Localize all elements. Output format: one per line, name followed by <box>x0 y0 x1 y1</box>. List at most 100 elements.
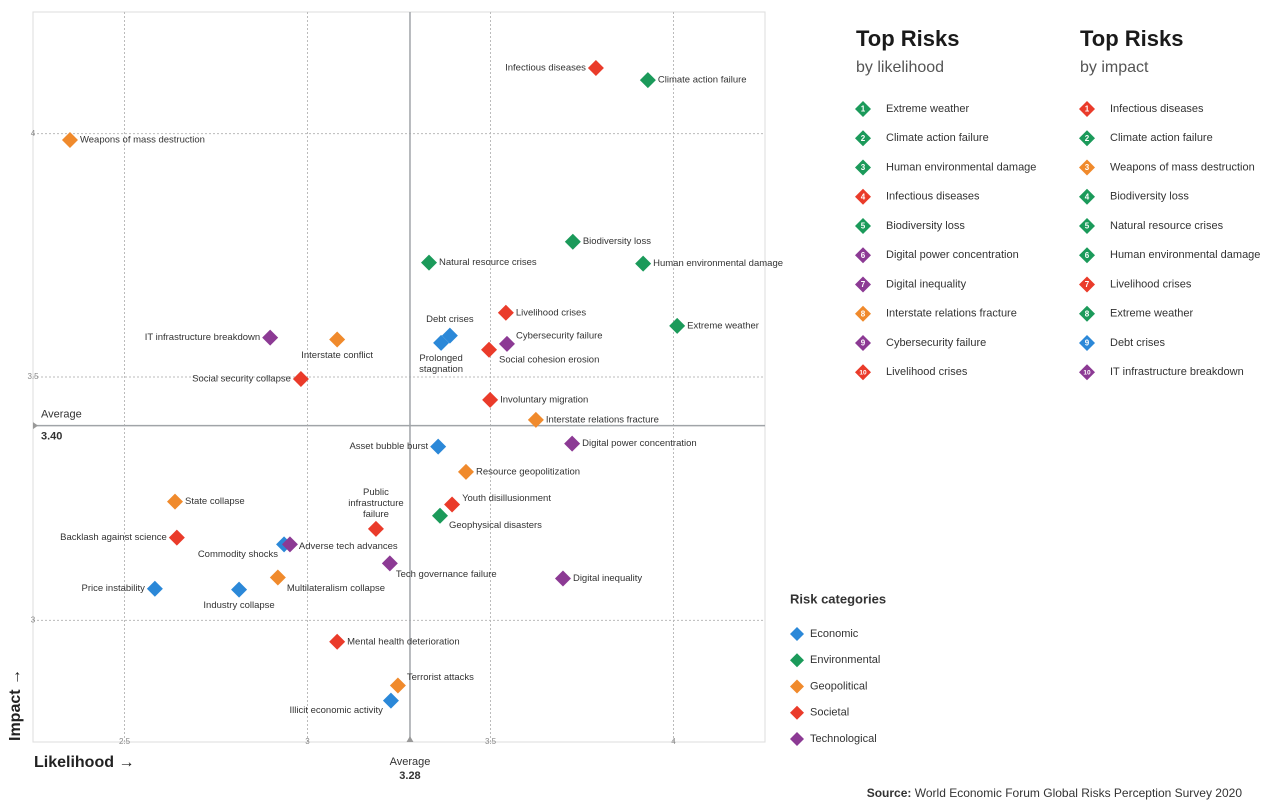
rank-number: 6 <box>861 251 866 260</box>
risk-name: Infectious diseases <box>1110 103 1204 115</box>
rank-marker <box>1079 335 1095 351</box>
legend-label: Societal <box>810 707 849 719</box>
risk-name: Natural resource crises <box>1110 220 1224 232</box>
point-label: Debt crises <box>426 314 474 325</box>
data-point <box>367 520 384 537</box>
legend-marker <box>790 679 804 694</box>
legend-marker <box>790 732 804 746</box>
point-label: Prolonged stagnation <box>419 352 463 375</box>
point-label: Illicit economic activity <box>289 705 383 716</box>
rank-marker <box>855 159 871 176</box>
point-label: Commodity shocks <box>198 549 278 560</box>
y-tick-label: 4 <box>31 129 36 138</box>
rank-number: 3 <box>861 163 866 172</box>
point-label: Public infrastructure failure <box>348 486 404 520</box>
risk-name: Extreme weather <box>886 103 969 115</box>
risk-name: Climate action failure <box>1110 132 1213 144</box>
risk-name: Cybersecurity failure <box>886 337 986 349</box>
data-point <box>639 72 656 89</box>
point-label: Youth disillusionment <box>462 493 551 504</box>
rank-number: 2 <box>861 134 866 143</box>
rank-number: 5 <box>861 222 866 231</box>
data-point <box>564 233 581 250</box>
point-label: Weapons of mass destruction <box>80 135 205 146</box>
data-point <box>231 581 248 598</box>
data-point <box>61 131 78 148</box>
x-axis-label: Likelihood → <box>34 754 134 771</box>
rank-marker <box>855 305 871 322</box>
data-point <box>262 329 279 346</box>
point-label: Terrorist attacks <box>407 672 474 683</box>
rank-number: 4 <box>1085 192 1090 201</box>
point-label: Natural resource crises <box>439 257 537 268</box>
risk-name: Infectious diseases <box>886 191 980 203</box>
rank-marker <box>855 188 871 205</box>
point-label: Multilateralism collapse <box>287 583 385 594</box>
source-text: World Economic Forum Global Risks Percep… <box>914 786 1242 800</box>
data-point <box>329 331 346 348</box>
risk-name: Human environmental damage <box>886 161 1036 173</box>
legend-label: Economic <box>810 628 859 640</box>
average-label: Average <box>390 756 431 768</box>
point-label: Geophysical disasters <box>449 520 542 531</box>
rank-number: 7 <box>861 280 866 289</box>
point-label: Social cohesion erosion <box>499 354 599 365</box>
y-tick-label: 3.5 <box>27 372 39 381</box>
average-marker <box>406 736 414 742</box>
rank-number: 7 <box>1085 280 1090 289</box>
rank-marker <box>855 101 871 117</box>
rank-number: 1 <box>1085 105 1090 114</box>
point-label: Human environmental damage <box>653 258 783 269</box>
data-point <box>431 507 448 524</box>
rank-marker <box>855 276 871 293</box>
data-point <box>389 677 406 694</box>
data-point <box>669 317 686 334</box>
source-label: Source: <box>866 786 912 800</box>
average-marker <box>33 422 38 430</box>
data-point <box>482 391 499 408</box>
risk-name: Climate action failure <box>886 132 989 144</box>
average-label: Average <box>41 409 82 421</box>
data-point <box>444 496 461 513</box>
point-label: Infectious diseases <box>505 62 586 73</box>
risk-name: Human environmental damage <box>1110 249 1260 261</box>
data-point <box>498 335 515 352</box>
data-point <box>430 438 447 455</box>
data-point <box>329 633 346 650</box>
data-point <box>433 334 450 351</box>
risk-name: Interstate relations fracture <box>886 308 1017 320</box>
point-label: Social security collapse <box>192 373 291 384</box>
risk-name: Digital power concentration <box>886 249 1019 261</box>
y-axis-label: Impact → <box>7 669 24 741</box>
legend-label: Geopolitical <box>810 680 867 692</box>
rank-marker <box>855 364 871 381</box>
average-value: 3.28 <box>399 770 420 782</box>
risk-name: Digital inequality <box>886 278 967 290</box>
x-tick-label: 4 <box>671 737 676 746</box>
data-point <box>146 580 163 597</box>
risk-name: Debt crises <box>1110 337 1166 349</box>
point-label: Adverse tech advances <box>299 541 398 552</box>
data-point <box>269 569 286 586</box>
rank-marker <box>1079 276 1095 293</box>
point-label: Digital power concentration <box>582 438 697 449</box>
point-label: Resource geopolitization <box>476 466 580 477</box>
risk-name: Weapons of mass destruction <box>1110 161 1255 173</box>
point-label: Interstate relations fracture <box>546 414 659 425</box>
data-point <box>481 341 498 358</box>
point-label: Asset bubble burst <box>349 441 428 452</box>
rank-number: 8 <box>1085 309 1090 318</box>
average-value: 3.40 <box>41 431 62 443</box>
point-label: Cybersecurity failure <box>516 330 603 341</box>
x-tick-label: 2.5 <box>119 737 131 746</box>
rank-marker <box>1079 247 1095 264</box>
data-point <box>281 536 298 553</box>
point-label: Tech governance failure <box>396 569 497 580</box>
legend-marker <box>790 653 804 668</box>
rank-marker <box>1079 364 1095 381</box>
data-point <box>421 254 438 271</box>
data-point <box>168 529 185 546</box>
panel-subtitle: by likelihood <box>856 59 944 76</box>
x-tick-label: 3.5 <box>485 737 497 746</box>
